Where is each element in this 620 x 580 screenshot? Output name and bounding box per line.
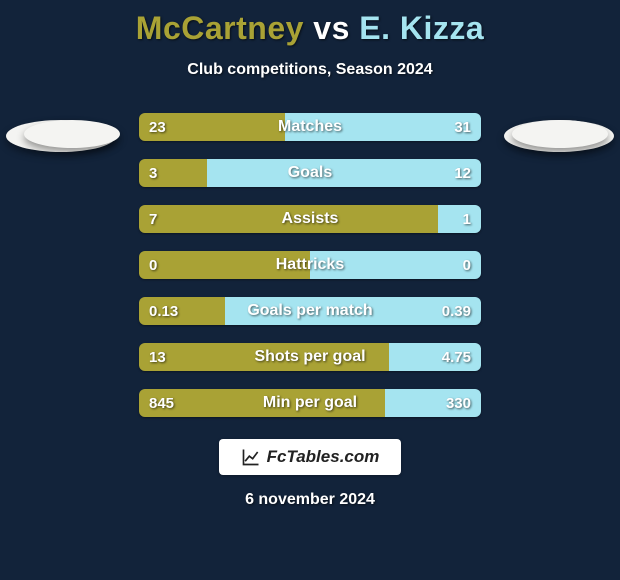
stat-bar-left <box>139 113 285 141</box>
stat-row: 71Assists <box>139 205 481 233</box>
chart-icon <box>241 447 261 467</box>
stat-row: 2331Matches <box>139 113 481 141</box>
stat-bar-left <box>139 251 310 279</box>
avatar-player1-bottom <box>24 120 120 148</box>
stat-bar-left <box>139 159 207 187</box>
stat-bar-right <box>225 297 482 325</box>
stat-row: 0.130.39Goals per match <box>139 297 481 325</box>
stat-bar-right <box>310 251 481 279</box>
stat-bar-right <box>207 159 481 187</box>
avatar-player2-bottom <box>512 120 608 148</box>
stat-bar-right <box>438 205 481 233</box>
site-logo: FcTables.com <box>219 439 402 475</box>
subtitle: Club competitions, Season 2024 <box>187 61 432 79</box>
stat-bar-left <box>139 389 385 417</box>
stat-row: 312Goals <box>139 159 481 187</box>
player1-name: McCartney <box>136 10 304 46</box>
stat-row: 845330Min per goal <box>139 389 481 417</box>
player2-name: E. Kizza <box>359 10 484 46</box>
stat-bar-left <box>139 205 438 233</box>
site-logo-text: FcTables.com <box>267 447 380 467</box>
vs-text: vs <box>313 10 350 46</box>
stat-bar-left <box>139 297 225 325</box>
stat-bar-right <box>389 343 481 371</box>
avatar-player2-top <box>504 120 614 152</box>
title: McCartney vs E. Kizza <box>136 10 484 47</box>
stat-bar-right <box>385 389 481 417</box>
avatar-player1-top <box>6 120 116 152</box>
stat-bars-container: 2331Matches 312Goals 71Assists 00Hattricks 0… <box>139 113 481 417</box>
comparison-card: McCartney vs E. Kizza Club competitions,… <box>0 0 620 580</box>
stat-bar-left <box>139 343 389 371</box>
stat-row: 00Hattricks <box>139 251 481 279</box>
footer-date: 6 november 2024 <box>245 491 375 509</box>
stat-bar-right <box>285 113 481 141</box>
stat-row: 134.75Shots per goal <box>139 343 481 371</box>
